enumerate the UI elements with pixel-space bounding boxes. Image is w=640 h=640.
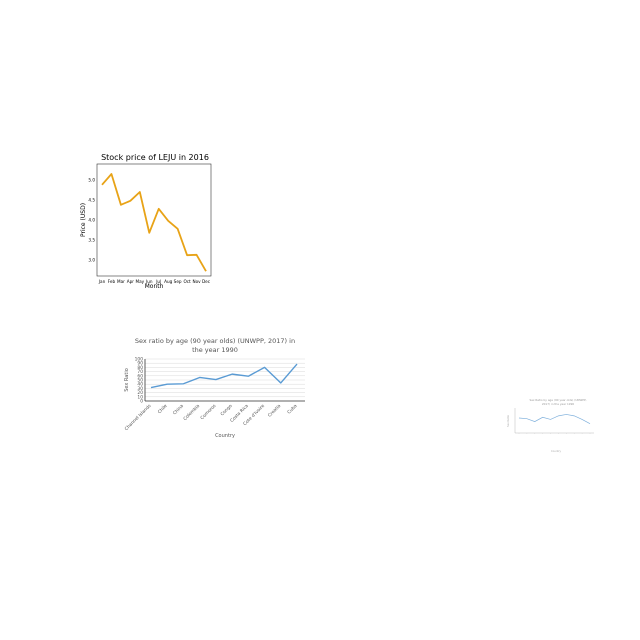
x-tick-label: Aug <box>164 279 173 284</box>
plot-area <box>96 163 212 277</box>
x-ticks: Jan Feb Mar Apr May Jun Jul Aug Sep Oct Nov Dec <box>98 279 211 284</box>
chart-subtitle: 2017) in the year 1990 <box>542 402 574 406</box>
y-tick-label: 70 <box>137 369 143 375</box>
y-axis-label: Price (USD) <box>80 203 87 237</box>
x-tick-label: Croatia <box>267 403 283 419</box>
sex-ratio-chart: Sex ratio by age (90 year olds) (UNWPP, … <box>115 333 315 443</box>
y-tick-label: 90 <box>137 361 143 367</box>
x-tick-label: Sep <box>174 279 182 284</box>
sex-ratio-chart-svg: Sex ratio by age (90 year olds) (UNWPP, … <box>124 337 305 439</box>
stock-price-chart-svg: Stock price of LEJU in 2016 3.0 3.5 4.0 4.5… <box>80 153 212 290</box>
y-ticks: 3.0 3.5 4.0 4.5 5.0 <box>88 178 95 263</box>
x-tick-label: Comoros <box>199 403 217 421</box>
sex-ratio-thumbnail-line <box>518 414 591 425</box>
x-tick-label: Jan <box>98 279 106 284</box>
x-axis-label: Country <box>551 449 561 453</box>
y-tick-label: 0 <box>140 399 143 405</box>
y-tick-label: 4.0 <box>88 218 95 223</box>
y-tick-label: 20 <box>137 390 143 396</box>
sex-ratio-thumbnail-svg: Sex Ratio by age (90 year olds) (UNWPP, … <box>506 398 594 453</box>
x-tick-label: Congo <box>219 403 233 417</box>
x-tick-label: Chile <box>157 403 169 415</box>
y-tick-label: 10 <box>137 394 143 400</box>
x-axis-label: Month <box>145 283 164 290</box>
sex-ratio-line <box>150 363 298 389</box>
y-tick-label: 3.5 <box>88 238 95 243</box>
x-tick-label: Jun <box>145 279 153 284</box>
y-tick-label: 100 <box>135 357 144 363</box>
x-tick-label: Channel Islands <box>124 403 153 432</box>
y-tick-label: 80 <box>137 365 143 371</box>
y-tick-label: 3.0 <box>88 258 95 263</box>
y-tick-label: 50 <box>137 378 143 384</box>
x-ticks: Channel Islands Chile ChinaColombiaComoros… <box>124 403 299 432</box>
y-tick-label: 5.0 <box>88 178 95 183</box>
y-tick-label: 30 <box>137 386 143 392</box>
x-tick-label: Feb <box>108 279 116 284</box>
x-tick-label: China <box>172 403 185 416</box>
y-axis-label: Sex Ratio <box>124 368 130 392</box>
x-tick-label: Apr <box>127 279 135 284</box>
stock-price-chart: Stock price of LEJU in 2016 3.0 3.5 4.0 4.5… <box>70 148 230 298</box>
x-tick-label: Mar <box>117 279 125 284</box>
x-tick-label: Jul <box>155 279 161 284</box>
chart-title: Sex ratio by age (90 year olds) (UNWPP, … <box>135 337 295 345</box>
sex-ratio-thumbnail-chart: Sex Ratio by age (90 year olds) (UNWPP, … <box>502 396 612 458</box>
y-tick-label: 4.5 <box>88 198 95 203</box>
x-tick-label: Nov <box>192 279 201 284</box>
y-axis-label: Sex Ratio <box>506 415 510 427</box>
x-axis-label: Country <box>215 433 235 439</box>
x-tick-label: Oct <box>183 279 191 284</box>
x-tick-label: Cuba <box>286 403 298 415</box>
y-tick-label: 60 <box>137 373 143 379</box>
chart-title: Stock price of LEJU in 2016 <box>101 153 209 162</box>
x-tick-label: May <box>135 279 144 284</box>
y-tick-label: 40 <box>137 382 143 388</box>
grid-lines <box>145 358 305 402</box>
price-line <box>101 173 207 272</box>
chart-subtitle: the year 1990 <box>192 346 238 354</box>
x-tick-label: Colombia <box>182 403 201 422</box>
x-ticks <box>518 433 591 434</box>
chart-title: Sex Ratio by age (90 year olds) (UNWPP, <box>529 398 586 402</box>
x-tick-label: Dec <box>202 279 211 284</box>
